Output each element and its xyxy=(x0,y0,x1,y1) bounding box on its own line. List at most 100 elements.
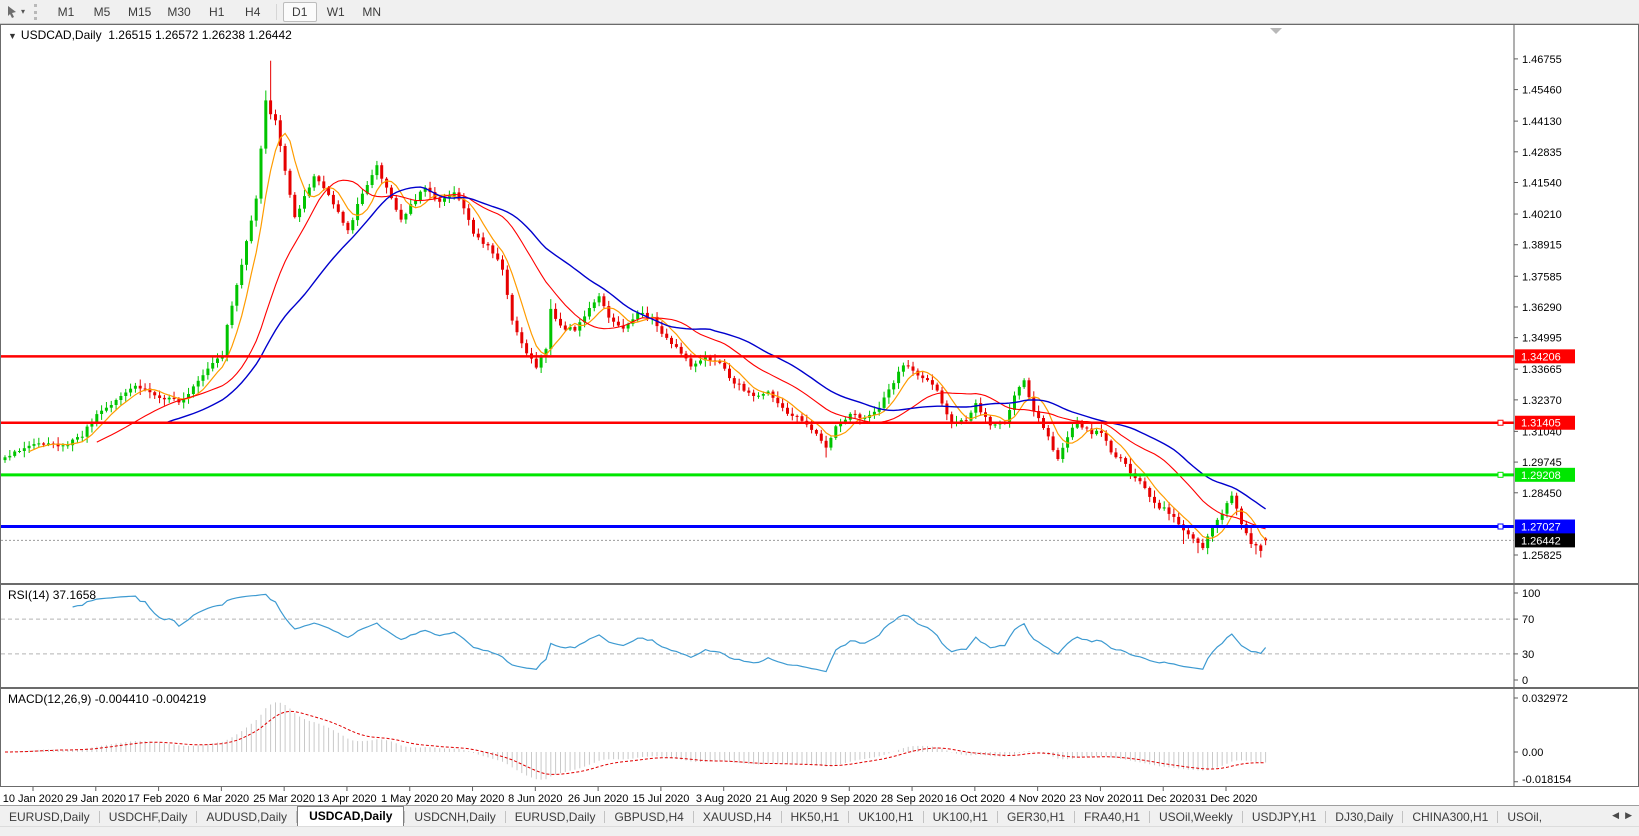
candle-body xyxy=(645,312,649,318)
candle-body xyxy=(230,305,234,325)
candle-body xyxy=(636,312,640,320)
price-tick-label: 1.29745 xyxy=(1522,457,1562,469)
collapse-arrow-icon[interactable]: ▼ xyxy=(8,31,17,41)
price-chart-canvas[interactable]: 1.46755 1.45460 1.44130 1.42835 1.41540 1.402… xyxy=(1,25,1638,583)
candle-body xyxy=(351,220,355,231)
chart-tab-eurusd-daily-5[interactable]: EURUSD,Daily xyxy=(514,809,596,824)
date-label: 15 Jul 2020 xyxy=(632,793,689,805)
candle-body xyxy=(1220,513,1224,520)
chart-tab-gbpusd-h4-6[interactable]: GBPUSD,H4 xyxy=(614,809,684,824)
candle-body xyxy=(138,385,142,389)
chart-tab-usoil-17[interactable]: USOil, xyxy=(1507,809,1543,824)
candle-body xyxy=(694,363,698,367)
chart-tab-usdcnh-daily-4[interactable]: USDCNH,Daily xyxy=(414,809,496,824)
rsi-tick-label: 30 xyxy=(1522,649,1534,661)
level-price-label-bg xyxy=(1515,467,1575,482)
candle-body xyxy=(462,199,466,209)
cursor-tool-button[interactable]: ▾ xyxy=(2,4,28,20)
candle-body xyxy=(13,451,17,456)
candle-body xyxy=(269,100,273,115)
candle-body xyxy=(834,426,838,438)
candle-body xyxy=(1051,436,1055,451)
candle-body xyxy=(341,211,345,223)
chart-tab-ger30-h1-11[interactable]: GER30,H1 xyxy=(1006,809,1065,824)
candle-body xyxy=(365,185,369,194)
candle-body xyxy=(143,388,147,390)
chart-tab-audusd-daily-2[interactable]: AUDUSD,Daily xyxy=(206,809,288,824)
candle-body xyxy=(829,437,833,448)
timeframe-h1-button[interactable]: H1 xyxy=(200,2,234,22)
timeframe-m30-button[interactable]: M30 xyxy=(160,2,197,22)
timeframe-h4-button[interactable]: H4 xyxy=(236,2,270,22)
rsi-line xyxy=(72,593,1267,673)
toolbar-grip xyxy=(34,3,40,20)
candle-body xyxy=(1196,538,1200,543)
line-handle[interactable] xyxy=(1497,471,1504,478)
chart-tab-usdchf-daily-1[interactable]: USDCHF,Daily xyxy=(108,809,188,824)
candle-body xyxy=(191,386,195,394)
candle-body xyxy=(288,170,292,195)
candle-body xyxy=(1090,428,1094,435)
candle-body xyxy=(1240,508,1243,525)
date-label: 6 Mar 2020 xyxy=(194,793,250,805)
macd-values: -0.004410 -0.004219 xyxy=(94,692,207,706)
candle-body xyxy=(974,403,978,413)
candle-body xyxy=(1177,516,1181,525)
candle-body xyxy=(737,383,741,385)
candle-body xyxy=(303,196,306,209)
rsi-value: 37.1658 xyxy=(52,588,97,602)
price-tick-label: 1.33665 xyxy=(1522,364,1562,376)
chart-tab-usdjpy-h1-14[interactable]: USDJPY,H1 xyxy=(1251,809,1317,824)
chart-tab-eurusd-daily-0[interactable]: EURUSD,Daily xyxy=(9,809,90,824)
candle-body xyxy=(167,397,171,400)
chart-tab-usdcad-daily-3[interactable]: USDCAD,Daily xyxy=(297,806,405,827)
rsi-canvas[interactable]: 100 70 30 0 xyxy=(1,585,1638,687)
candle-body xyxy=(708,356,712,361)
timeframe-w1-button[interactable]: W1 xyxy=(319,2,353,22)
chart-tab-hk50-h1-8[interactable]: HK50,H1 xyxy=(790,809,840,824)
line-handle[interactable] xyxy=(1497,419,1504,426)
date-label: 11 Dec 2020 xyxy=(1132,793,1194,805)
tab-divider xyxy=(1497,810,1499,823)
candle-body xyxy=(858,414,862,418)
status-strip xyxy=(0,826,1639,836)
chart-tab-fra40-h1-12[interactable]: FRA40,H1 xyxy=(1083,809,1141,824)
macd-canvas[interactable]: 0.032972 0.00 -0.018154 xyxy=(1,689,1638,786)
candle-body xyxy=(964,420,968,422)
candle-body xyxy=(409,204,413,214)
ma-20-line xyxy=(96,179,1266,530)
date-label: 26 Jun 2020 xyxy=(568,793,629,805)
tab-divider xyxy=(1149,810,1151,823)
tab-scroll-left-icon[interactable]: ◀ xyxy=(1612,810,1620,820)
candle-body xyxy=(718,361,722,363)
timeframe-d1-button[interactable]: D1 xyxy=(282,1,317,22)
candle-body xyxy=(389,187,393,199)
candle-body xyxy=(32,444,36,446)
chart-tab-china300-h1-16[interactable]: CHINA300,H1 xyxy=(1412,809,1489,824)
line-handle[interactable] xyxy=(1497,523,1504,530)
timeframe-m5-button[interactable]: M5 xyxy=(85,2,119,22)
candle-body xyxy=(8,455,12,458)
chart-tab-xauusd-h4-7[interactable]: XAUUSD,H4 xyxy=(702,809,772,824)
candle-body xyxy=(346,222,350,231)
chart-tab-uk100-h1-9[interactable]: UK100,H1 xyxy=(858,809,914,824)
tab-divider xyxy=(296,810,298,823)
rsi-name: RSI(14) xyxy=(8,588,50,602)
tab-scroll-right-icon[interactable]: ▶ xyxy=(1625,810,1632,820)
candle-body xyxy=(607,306,611,318)
timeframe-m15-button[interactable]: M15 xyxy=(121,2,158,22)
timeframe-m1-button[interactable]: M1 xyxy=(49,2,83,22)
candle-body xyxy=(839,422,843,427)
chart-tab-usoil-weekly-13[interactable]: USOil,Weekly xyxy=(1159,809,1233,824)
date-label: 13 Apr 2020 xyxy=(317,793,376,805)
chart-shift-marker-icon[interactable] xyxy=(1270,28,1282,34)
dropdown-arrow-icon[interactable]: ▾ xyxy=(21,7,26,16)
timeframe-mn-button[interactable]: MN xyxy=(355,2,389,22)
chart-tab-dj30-daily-15[interactable]: DJ30,Daily xyxy=(1335,809,1394,824)
candle-body xyxy=(660,326,664,334)
candle-body xyxy=(1095,430,1099,435)
rsi-tick-label: 70 xyxy=(1522,614,1534,626)
tab-divider xyxy=(1402,810,1404,823)
chart-tab-uk100-h1-10[interactable]: UK100,H1 xyxy=(932,809,988,824)
